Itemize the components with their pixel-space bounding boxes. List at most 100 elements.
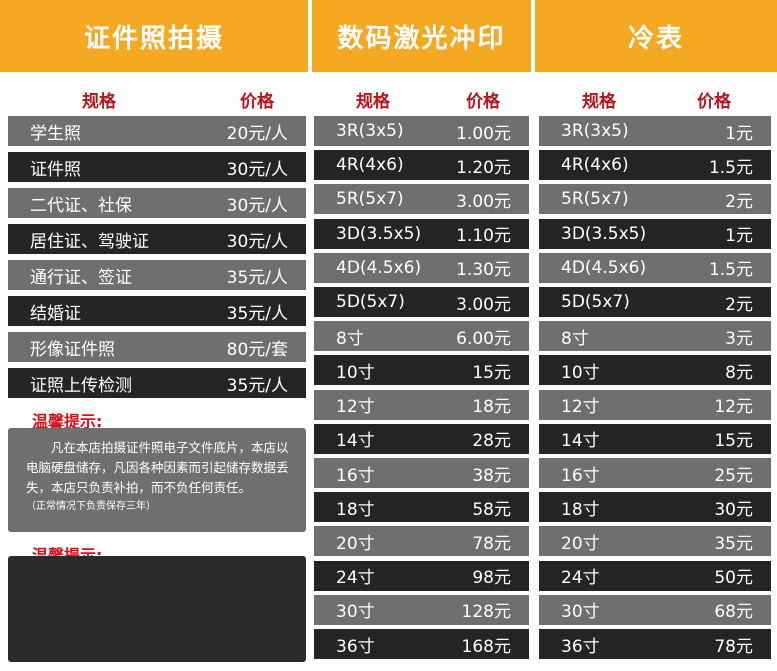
row-name: 18寸 (561, 499, 600, 520)
row-price: 15元 (714, 431, 753, 452)
row-name: 10寸 (561, 362, 600, 383)
row-name: 16寸 (336, 465, 375, 486)
row-price: 30元/人 (226, 159, 288, 180)
row-name: 居住证、驾驶证 (30, 231, 149, 252)
table-row: 5D(5x7) 2元 (539, 287, 771, 317)
row-name: 3D(3.5x5) (336, 223, 422, 244)
table-row: 10寸 8元 (539, 355, 771, 386)
row-name: 30寸 (336, 602, 375, 623)
table-row: 24寸 50元 (539, 560, 771, 591)
table-row: 证照上传检测 35元/人 (8, 368, 306, 398)
row-name: 4D(4.5x6) (561, 257, 647, 278)
table-row: 4D(4.5x6) 1.30元 (314, 252, 529, 283)
row-name: 二代证、社保 (30, 195, 132, 216)
header-digital-print: 数码激光冲印 (312, 0, 531, 72)
row-price: 3.00元 (456, 191, 511, 212)
col1-spec-label: 规格 (82, 91, 116, 112)
table-row: 12寸 12元 (539, 389, 771, 420)
row-price: 2元 (725, 191, 753, 212)
row-name: 20寸 (561, 533, 600, 554)
col2-spec-label: 规格 (356, 91, 390, 112)
row-price: 15元 (472, 362, 511, 383)
row-price: 1.00元 (456, 123, 511, 144)
table-row: 30寸 68元 (539, 594, 771, 625)
table-row: 18寸 58元 (314, 492, 529, 523)
table-row: 10寸 15元 (314, 355, 529, 386)
row-price: 58元 (472, 499, 511, 520)
row-price: 128元 (461, 602, 511, 623)
header-cold-laminate: 冷表 (535, 0, 777, 72)
row-price: 8元 (725, 362, 753, 383)
header-id-photo-title: 证件照拍摄 (83, 23, 224, 54)
table-row: 3D(3.5x5) 1.10元 (314, 218, 529, 249)
row-name: 通行证、签证 (30, 267, 132, 288)
table-row: 36寸 78元 (539, 629, 771, 659)
table-row: 3R(3x5) 1.00元 (314, 116, 529, 146)
row-name: 36寸 (336, 636, 375, 657)
row-price: 35元 (714, 533, 753, 554)
row-name: 5R(5x7) (561, 189, 629, 210)
row-price: 30元/人 (226, 195, 288, 216)
table-row: 20寸 78元 (314, 526, 529, 557)
row-price: 1.5元 (708, 260, 753, 281)
table-row: 20寸 35元 (539, 526, 771, 557)
row-name: 36寸 (561, 636, 600, 657)
row-price: 35元/人 (226, 375, 288, 396)
row-price: 28元 (472, 431, 511, 452)
row-name: 证件照 (30, 159, 81, 180)
table-row: 5R(5x7) 3.00元 (314, 184, 529, 215)
row-price: 1元 (725, 226, 753, 247)
row-name: 5D(5x7) (561, 292, 630, 312)
table-row: 14寸 28元 (314, 423, 529, 454)
row-name: 4D(4.5x6) (336, 257, 422, 278)
row-price: 12元 (714, 397, 753, 418)
table-row: 5D(5x7) 3.00元 (314, 287, 529, 317)
tip2-box (8, 556, 306, 662)
row-name: 20寸 (336, 533, 375, 554)
row-name: 8寸 (561, 328, 589, 349)
header-id-photo: 证件照拍摄 (0, 0, 308, 72)
row-name: 4R(4x6) (336, 155, 404, 176)
row-price: 98元 (472, 568, 511, 589)
table-row: 5R(5x7) 2元 (539, 184, 771, 215)
row-price: 2元 (725, 294, 753, 315)
row-name: 形像证件照 (30, 339, 115, 360)
tip1-box: 凡在本店拍摄证件照电子文件底片，本店以电脑硬盘储存，凡因各种因素而引起储存数据丢… (8, 428, 306, 532)
row-price: 78元 (472, 533, 511, 554)
row-price: 78元 (714, 636, 753, 657)
row-name: 16寸 (561, 465, 600, 486)
table-row: 18寸 30元 (539, 492, 771, 523)
table-row: 证件照 30元/人 (8, 152, 306, 182)
row-price: 50元 (714, 568, 753, 589)
row-price: 25元 (714, 465, 753, 486)
col1-price-label: 价格 (240, 91, 274, 112)
table-row: 3D(3.5x5) 1元 (539, 218, 771, 249)
table-row: 二代证、社保 30元/人 (8, 188, 306, 218)
row-price: 3元 (725, 328, 753, 349)
row-name: 结婚证 (30, 303, 81, 324)
row-price: 68元 (714, 602, 753, 623)
table-row: 形像证件照 80元/套 (8, 332, 306, 362)
table-row: 4R(4x6) 1.20元 (314, 150, 529, 181)
tip1-title: 温馨提示: (32, 412, 103, 431)
row-price: 6.00元 (456, 328, 511, 349)
row-name: 30寸 (561, 602, 600, 623)
table-row: 30寸 128元 (314, 594, 529, 625)
row-price: 30元/人 (226, 231, 288, 252)
row-name: 10寸 (336, 362, 375, 383)
row-name: 5R(5x7) (336, 189, 404, 210)
row-name: 4R(4x6) (561, 155, 629, 176)
row-name: 24寸 (336, 568, 375, 589)
row-price: 30元 (714, 499, 753, 520)
row-name: 5D(5x7) (336, 292, 405, 312)
row-price: 35元/人 (226, 303, 288, 324)
table-row: 16寸 38元 (314, 458, 529, 488)
tip1-body: 凡在本店拍摄证件照电子文件底片，本店以电脑硬盘储存，凡因各种因素而引起储存数据丢… (26, 440, 289, 495)
col3-price-label: 价格 (697, 91, 731, 112)
table-row: 4R(4x6) 1.5元 (539, 150, 771, 181)
row-name: 证照上传检测 (30, 375, 132, 396)
table-row: 结婚证 35元/人 (8, 296, 306, 326)
header-digital-print-title: 数码激光冲印 (337, 23, 506, 54)
row-name: 12寸 (561, 397, 600, 418)
row-price: 1.10元 (456, 226, 511, 247)
